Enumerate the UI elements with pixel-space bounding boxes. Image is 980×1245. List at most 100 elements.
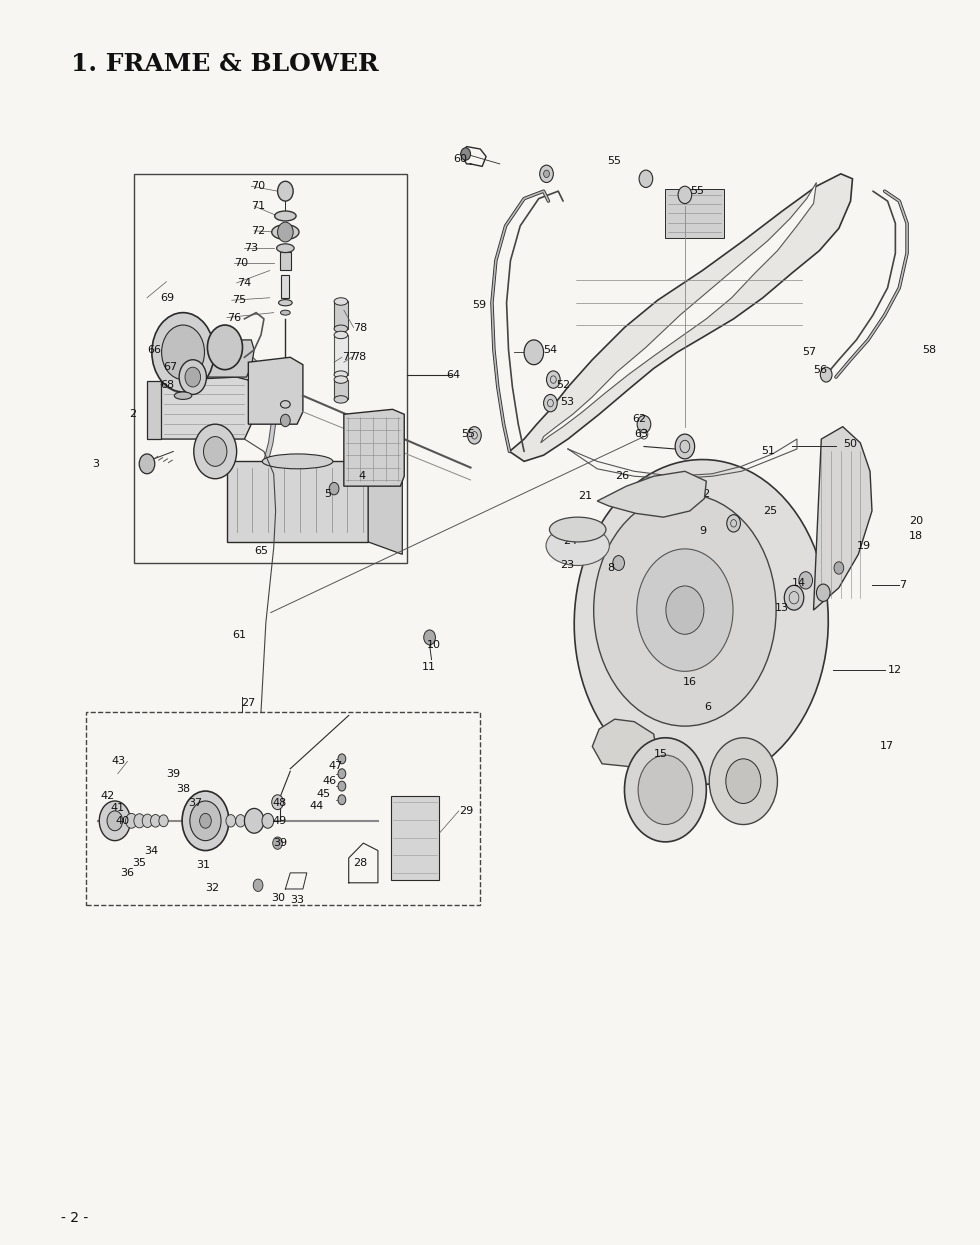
- Circle shape: [139, 454, 155, 474]
- Text: 52: 52: [557, 380, 570, 390]
- Circle shape: [125, 813, 137, 828]
- Bar: [334, 301, 348, 329]
- Text: 39: 39: [167, 768, 180, 778]
- Polygon shape: [646, 687, 700, 725]
- Text: 15: 15: [654, 749, 667, 759]
- Text: 23: 23: [561, 560, 574, 570]
- Text: 39: 39: [273, 838, 288, 848]
- Polygon shape: [368, 462, 403, 554]
- Text: 35: 35: [132, 858, 146, 868]
- Polygon shape: [665, 189, 724, 238]
- Ellipse shape: [334, 331, 348, 339]
- Circle shape: [799, 571, 812, 589]
- Text: 56: 56: [813, 365, 827, 375]
- Text: 43: 43: [112, 756, 126, 767]
- Text: 60: 60: [453, 154, 467, 164]
- Text: 20: 20: [909, 515, 923, 525]
- Text: 48: 48: [272, 798, 287, 808]
- Circle shape: [272, 837, 282, 849]
- Ellipse shape: [271, 224, 299, 239]
- Circle shape: [99, 801, 130, 840]
- Bar: [334, 380, 348, 400]
- Text: 19: 19: [857, 540, 870, 550]
- Text: 44: 44: [310, 801, 324, 810]
- Circle shape: [277, 182, 293, 202]
- Ellipse shape: [334, 298, 348, 305]
- Circle shape: [226, 814, 235, 827]
- Ellipse shape: [280, 310, 290, 315]
- Ellipse shape: [334, 325, 348, 332]
- Circle shape: [524, 340, 544, 365]
- Text: 22: 22: [697, 488, 710, 498]
- Ellipse shape: [550, 517, 606, 542]
- Text: 41: 41: [110, 803, 124, 813]
- Text: 18: 18: [909, 530, 923, 540]
- Circle shape: [834, 561, 844, 574]
- Circle shape: [338, 754, 346, 763]
- Text: 13: 13: [774, 603, 789, 613]
- Text: 53: 53: [561, 397, 574, 407]
- Text: 34: 34: [144, 845, 158, 855]
- Text: 64: 64: [446, 370, 461, 380]
- Circle shape: [665, 586, 704, 634]
- Text: 2: 2: [129, 410, 136, 420]
- Text: 40: 40: [116, 815, 130, 825]
- Polygon shape: [193, 340, 254, 377]
- Text: 38: 38: [176, 783, 190, 793]
- Text: 9: 9: [700, 525, 707, 535]
- Polygon shape: [391, 796, 439, 880]
- Text: 24: 24: [564, 535, 577, 545]
- Polygon shape: [344, 410, 404, 486]
- Text: 73: 73: [244, 243, 259, 253]
- Text: 70: 70: [251, 182, 266, 192]
- Text: 78: 78: [352, 352, 366, 362]
- Text: 55: 55: [690, 187, 704, 197]
- Text: 68: 68: [161, 380, 174, 390]
- Circle shape: [159, 815, 169, 827]
- Text: 26: 26: [614, 472, 629, 482]
- Ellipse shape: [334, 371, 348, 378]
- Ellipse shape: [263, 454, 333, 469]
- Text: 10: 10: [426, 640, 441, 650]
- Circle shape: [204, 437, 227, 467]
- Circle shape: [710, 738, 777, 824]
- Text: 8: 8: [607, 563, 614, 573]
- Circle shape: [162, 325, 205, 380]
- Text: 16: 16: [683, 677, 697, 687]
- Polygon shape: [510, 174, 853, 462]
- Circle shape: [638, 756, 693, 824]
- Text: 14: 14: [792, 578, 807, 588]
- Circle shape: [467, 427, 481, 444]
- Text: 37: 37: [188, 798, 202, 808]
- Circle shape: [726, 759, 760, 803]
- Circle shape: [816, 584, 830, 601]
- Text: 25: 25: [762, 505, 777, 515]
- Text: 27: 27: [241, 698, 256, 708]
- Text: 45: 45: [317, 788, 330, 798]
- Circle shape: [338, 781, 346, 791]
- Ellipse shape: [280, 401, 290, 408]
- Text: 32: 32: [206, 883, 220, 893]
- Polygon shape: [574, 459, 828, 784]
- Polygon shape: [597, 472, 707, 517]
- Circle shape: [329, 483, 339, 494]
- Circle shape: [244, 808, 264, 833]
- Circle shape: [194, 425, 236, 479]
- Text: 55: 55: [461, 430, 474, 439]
- Polygon shape: [161, 377, 254, 439]
- Polygon shape: [227, 462, 368, 542]
- Text: 66: 66: [147, 345, 161, 355]
- Circle shape: [235, 814, 245, 827]
- Text: 59: 59: [472, 300, 487, 310]
- Text: 65: 65: [254, 545, 269, 555]
- Circle shape: [612, 555, 624, 570]
- Text: 29: 29: [459, 806, 473, 815]
- Text: 58: 58: [922, 345, 937, 355]
- Circle shape: [152, 312, 215, 392]
- Text: 36: 36: [120, 868, 133, 878]
- Text: 71: 71: [251, 200, 266, 212]
- Text: 54: 54: [544, 345, 558, 355]
- Bar: [334, 335, 348, 375]
- Bar: [279, 251, 291, 270]
- Text: 70: 70: [233, 258, 248, 268]
